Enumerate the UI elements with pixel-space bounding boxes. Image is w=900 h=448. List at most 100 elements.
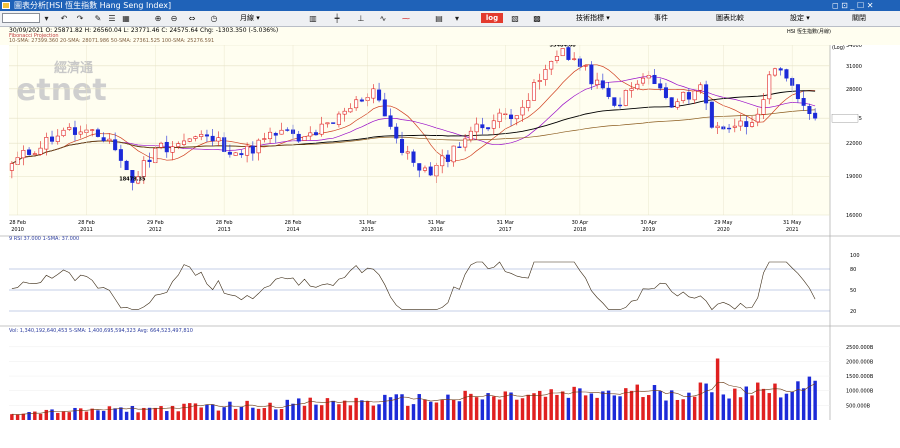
candle — [549, 60, 554, 75]
compare-icon[interactable]: ▩ — [533, 14, 541, 23]
volume-tick-label: 1000.000B — [846, 389, 874, 395]
candle — [692, 89, 697, 104]
candle — [204, 129, 209, 142]
clock-icon[interactable]: ◷ — [210, 14, 218, 23]
settings-menu[interactable]: 設定 ▾ — [790, 14, 810, 22]
period-menu[interactable]: 月線 ▾ — [240, 14, 260, 22]
ohlc-icon[interactable]: ⊥ — [357, 14, 365, 23]
volume-bar — [589, 393, 594, 420]
candle — [61, 127, 66, 138]
events-button[interactable]: 事件 — [654, 14, 668, 22]
candle-body — [227, 151, 232, 155]
candle — [216, 131, 221, 147]
candle-body — [113, 139, 118, 151]
volume-bar — [291, 403, 295, 420]
watermark-chinese: 經濟通 — [54, 60, 93, 76]
x-tick-top-label: 31 Mar — [428, 220, 446, 226]
candle-body — [32, 153, 37, 155]
candle-body — [107, 138, 112, 141]
candle — [663, 82, 668, 100]
candle — [813, 108, 818, 121]
volume-bar — [773, 383, 777, 420]
volume-bar — [687, 392, 691, 420]
candle-body — [795, 84, 800, 100]
bar-ohlc-icon[interactable]: ┿ — [334, 14, 340, 23]
candle-body — [239, 153, 244, 156]
candle — [113, 132, 118, 152]
candle-body — [749, 122, 755, 127]
candle-body — [216, 137, 221, 142]
area-chart-icon[interactable]: ⁓ — [402, 14, 410, 23]
log-scale-button[interactable]: log — [481, 13, 503, 23]
volume-bar — [526, 394, 530, 420]
candle-body — [371, 88, 376, 99]
volume-tick-label: 1500.000B — [846, 374, 874, 380]
dropdown-icon[interactable]: ▾ — [44, 14, 49, 23]
candle — [640, 73, 646, 86]
volume-bar — [84, 411, 89, 420]
volume-bar — [704, 383, 708, 420]
x-tick-top-label: 28 Feb — [78, 220, 95, 226]
technical-indicators-menu[interactable]: 技術指標 ▾ — [576, 14, 610, 22]
volume-bar — [10, 414, 14, 420]
candle — [417, 163, 422, 178]
table-dropdown-icon[interactable]: ▾ — [454, 14, 459, 23]
candle — [279, 122, 284, 135]
volume-bar — [750, 395, 754, 420]
candle — [681, 91, 686, 104]
candle-body — [658, 83, 663, 89]
layout-icon[interactable]: ▧ — [511, 14, 519, 23]
chart-compare-button[interactable]: 圖表比較 — [716, 14, 744, 22]
volume-bar — [400, 394, 404, 420]
volume-bar — [239, 406, 244, 420]
candle-body — [319, 123, 324, 135]
candle-body — [623, 90, 628, 106]
close-button[interactable]: 關閉 — [852, 14, 866, 22]
candle-body — [130, 170, 135, 183]
candle-body — [618, 104, 623, 107]
candle-body — [394, 126, 399, 139]
candle-body — [486, 127, 491, 130]
volume-bar — [216, 410, 221, 420]
candle — [44, 132, 49, 156]
line-chart-icon[interactable]: ∿ — [379, 14, 387, 23]
candle-body — [405, 151, 410, 154]
candle-body — [44, 137, 49, 150]
candle — [101, 132, 106, 143]
candle — [583, 64, 588, 71]
grid-icon[interactable]: ▦ — [122, 14, 130, 23]
pan-icon[interactable]: ⇔ — [188, 14, 196, 23]
candlestick-icon[interactable]: ▥ — [309, 14, 317, 23]
window-controls[interactable]: ◻ ⊡ _ ☐ ✕ — [832, 1, 874, 10]
zoom-out-icon[interactable]: ⊖ — [170, 14, 178, 23]
volume-bar — [681, 399, 685, 420]
x-tick-year-label: 2012 — [149, 227, 162, 233]
volume-bar — [566, 397, 571, 420]
undo-icon[interactable]: ↶ — [60, 14, 68, 23]
zoom-in-icon[interactable]: ⊕ — [154, 14, 162, 23]
volume-bar — [756, 382, 760, 420]
volume-bar — [555, 394, 559, 420]
list-icon[interactable]: ☰ — [108, 14, 116, 23]
x-tick-top-label: 28 Feb — [285, 220, 302, 226]
volume-bar — [210, 404, 215, 420]
table-icon[interactable]: ▤ — [435, 14, 443, 23]
candle — [164, 135, 169, 158]
candle-body — [675, 101, 680, 108]
volume-bar — [228, 401, 232, 420]
candle-body — [520, 106, 525, 116]
volume-bar — [538, 390, 542, 420]
candle-body — [50, 136, 55, 142]
draw-icon[interactable]: ✎ — [94, 14, 102, 23]
candle — [354, 96, 359, 111]
candle-body — [744, 121, 749, 127]
candle — [95, 127, 100, 138]
candle-body — [250, 145, 255, 154]
app-icon — [2, 2, 10, 9]
redo-icon[interactable]: ↷ — [76, 14, 84, 23]
candle-body — [245, 145, 250, 156]
symbol-input[interactable] — [2, 13, 40, 23]
x-tick-top-label: 28 Feb — [216, 220, 233, 226]
x-tick-year-label: 2017 — [499, 227, 512, 233]
x-tick-top-label: 28 Feb — [9, 220, 26, 226]
